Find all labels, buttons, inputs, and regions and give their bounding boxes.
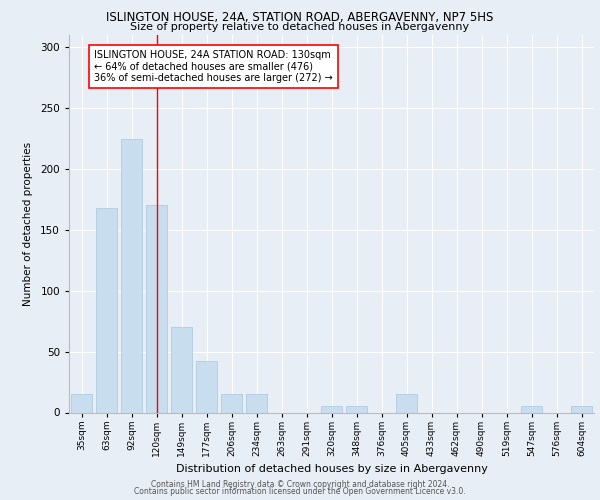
Bar xyxy=(221,394,242,412)
Bar xyxy=(521,406,542,412)
Bar xyxy=(121,138,142,412)
Bar xyxy=(346,406,367,412)
Bar xyxy=(171,328,192,412)
Text: Contains HM Land Registry data © Crown copyright and database right 2024.: Contains HM Land Registry data © Crown c… xyxy=(151,480,449,489)
Bar xyxy=(196,362,217,412)
Bar xyxy=(396,394,417,412)
Y-axis label: Number of detached properties: Number of detached properties xyxy=(23,142,33,306)
Text: Size of property relative to detached houses in Abergavenny: Size of property relative to detached ho… xyxy=(130,22,470,32)
Bar xyxy=(146,206,167,412)
Text: ISLINGTON HOUSE, 24A, STATION ROAD, ABERGAVENNY, NP7 5HS: ISLINGTON HOUSE, 24A, STATION ROAD, ABER… xyxy=(106,11,494,24)
Text: Contains public sector information licensed under the Open Government Licence v3: Contains public sector information licen… xyxy=(134,488,466,496)
Bar xyxy=(321,406,342,412)
Bar xyxy=(571,406,592,412)
Bar xyxy=(96,208,117,412)
Bar xyxy=(246,394,267,412)
X-axis label: Distribution of detached houses by size in Abergavenny: Distribution of detached houses by size … xyxy=(176,464,487,474)
Bar xyxy=(71,394,92,412)
Text: ISLINGTON HOUSE, 24A STATION ROAD: 130sqm
← 64% of detached houses are smaller (: ISLINGTON HOUSE, 24A STATION ROAD: 130sq… xyxy=(94,50,333,83)
